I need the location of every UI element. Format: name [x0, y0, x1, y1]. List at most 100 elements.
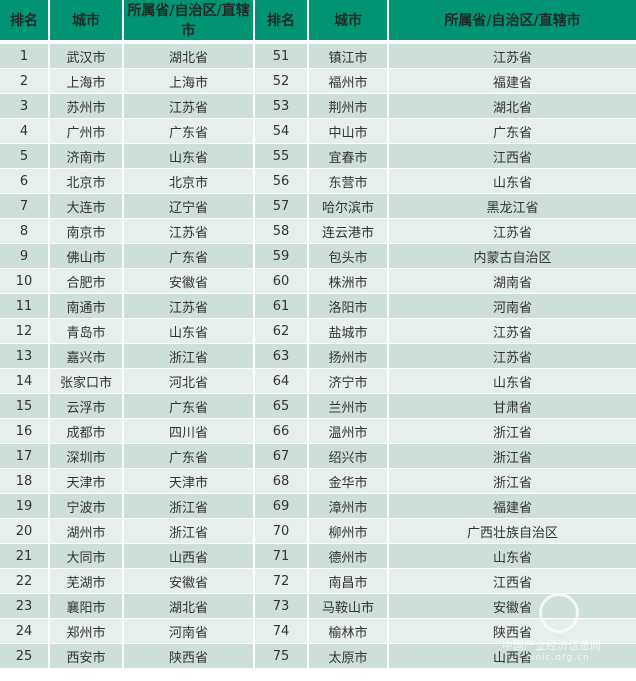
cell-province: 河南省	[389, 294, 636, 319]
header-province: 所属省/自治区/直辖市	[389, 0, 636, 40]
gap-cell	[0, 40, 50, 44]
cell-city: 德州市	[309, 544, 389, 569]
cell-rank: 60	[255, 269, 309, 294]
cell-rank: 53	[255, 94, 309, 119]
header-city: 城市	[309, 0, 389, 40]
cell-city: 绍兴市	[309, 444, 389, 469]
header-gap	[0, 40, 636, 44]
cell-province: 山东省	[124, 144, 255, 169]
gap-cell	[50, 40, 124, 44]
cell-city: 包头市	[309, 244, 389, 269]
table-row: 7 大连市 辽宁省 57 哈尔滨市 黑龙江省	[0, 194, 636, 219]
cell-province: 安徽省	[389, 594, 636, 619]
cell-province: 黑龙江省	[389, 194, 636, 219]
cell-rank: 65	[255, 394, 309, 419]
cell-rank: 52	[255, 69, 309, 94]
table-row: 11 南通市 江苏省 61 洛阳市 河南省	[0, 294, 636, 319]
cell-rank: 64	[255, 369, 309, 394]
cell-province: 湖北省	[124, 44, 255, 69]
cell-province: 江西省	[389, 144, 636, 169]
cell-province: 浙江省	[389, 444, 636, 469]
gap-cell	[124, 40, 255, 44]
cell-rank: 55	[255, 144, 309, 169]
table-row: 9 佛山市 广东省 59 包头市 内蒙古自治区	[0, 244, 636, 269]
cell-city: 嘉兴市	[50, 344, 124, 369]
table-row: 16 成都市 四川省 66 温州市 浙江省	[0, 419, 636, 444]
cell-city: 中山市	[309, 119, 389, 144]
cell-province: 江苏省	[124, 94, 255, 119]
cell-province: 山西省	[389, 644, 636, 669]
cell-province: 江苏省	[389, 44, 636, 69]
cell-rank: 73	[255, 594, 309, 619]
cell-city: 哈尔滨市	[309, 194, 389, 219]
cell-city: 襄阳市	[50, 594, 124, 619]
cell-rank: 3	[0, 94, 50, 119]
cell-rank: 7	[0, 194, 50, 219]
table-row: 12 青岛市 山东省 62 盐城市 江苏省	[0, 319, 636, 344]
cell-rank: 72	[255, 569, 309, 594]
cell-province: 广东省	[124, 444, 255, 469]
cell-rank: 19	[0, 494, 50, 519]
cell-rank: 14	[0, 369, 50, 394]
cell-province: 辽宁省	[124, 194, 255, 219]
cell-city: 深圳市	[50, 444, 124, 469]
cell-province: 湖南省	[389, 269, 636, 294]
cell-city: 北京市	[50, 169, 124, 194]
cell-province: 福建省	[389, 69, 636, 94]
cell-city: 连云港市	[309, 219, 389, 244]
cell-rank: 6	[0, 169, 50, 194]
cell-province: 江苏省	[124, 294, 255, 319]
cell-province: 山西省	[124, 544, 255, 569]
cell-province: 江苏省	[389, 344, 636, 369]
cell-rank: 66	[255, 419, 309, 444]
cell-city: 佛山市	[50, 244, 124, 269]
table-row: 25 西安市 陕西省 75 太原市 山西省	[0, 644, 636, 669]
cell-city: 济南市	[50, 144, 124, 169]
cell-city: 合肥市	[50, 269, 124, 294]
cell-city: 大同市	[50, 544, 124, 569]
cell-province: 广东省	[124, 394, 255, 419]
cell-city: 济宁市	[309, 369, 389, 394]
cell-city: 漳州市	[309, 494, 389, 519]
table-row: 4 广州市 广东省 54 中山市 广东省	[0, 119, 636, 144]
cell-rank: 20	[0, 519, 50, 544]
table-row: 19 宁波市 浙江省 69 漳州市 福建省	[0, 494, 636, 519]
cell-province: 江西省	[389, 569, 636, 594]
cell-province: 内蒙古自治区	[389, 244, 636, 269]
cell-rank: 68	[255, 469, 309, 494]
cell-province: 上海市	[124, 69, 255, 94]
cell-province: 河北省	[124, 369, 255, 394]
table-row: 14 张家口市 河北省 64 济宁市 山东省	[0, 369, 636, 394]
cell-city: 成都市	[50, 419, 124, 444]
cell-province: 浙江省	[124, 494, 255, 519]
table-row: 23 襄阳市 湖北省 73 马鞍山市 安徽省	[0, 594, 636, 619]
cell-province: 天津市	[124, 469, 255, 494]
table-header-row: 排名 城市 所属省/自治区/直辖市 排名 城市 所属省/自治区/直辖市	[0, 0, 636, 40]
header-rank: 排名	[0, 0, 50, 40]
cell-city: 云浮市	[50, 394, 124, 419]
cell-rank: 70	[255, 519, 309, 544]
cell-city: 太原市	[309, 644, 389, 669]
cell-province: 安徽省	[124, 569, 255, 594]
cell-rank: 61	[255, 294, 309, 319]
cell-city: 金华市	[309, 469, 389, 494]
cell-rank: 23	[0, 594, 50, 619]
cell-rank: 8	[0, 219, 50, 244]
cell-rank: 2	[0, 69, 50, 94]
cell-rank: 5	[0, 144, 50, 169]
cell-rank: 54	[255, 119, 309, 144]
cell-city: 镇江市	[309, 44, 389, 69]
cell-rank: 58	[255, 219, 309, 244]
table-row: 15 云浮市 广东省 65 兰州市 甘肃省	[0, 394, 636, 419]
cell-province: 浙江省	[124, 519, 255, 544]
cell-rank: 15	[0, 394, 50, 419]
cell-rank: 25	[0, 644, 50, 669]
cell-city: 天津市	[50, 469, 124, 494]
cell-city: 张家口市	[50, 369, 124, 394]
cell-city: 温州市	[309, 419, 389, 444]
cell-city: 南昌市	[309, 569, 389, 594]
cell-city: 马鞍山市	[309, 594, 389, 619]
cell-province: 浙江省	[389, 419, 636, 444]
table-row: 20 湖州市 浙江省 70 柳州市 广西壮族自治区	[0, 519, 636, 544]
